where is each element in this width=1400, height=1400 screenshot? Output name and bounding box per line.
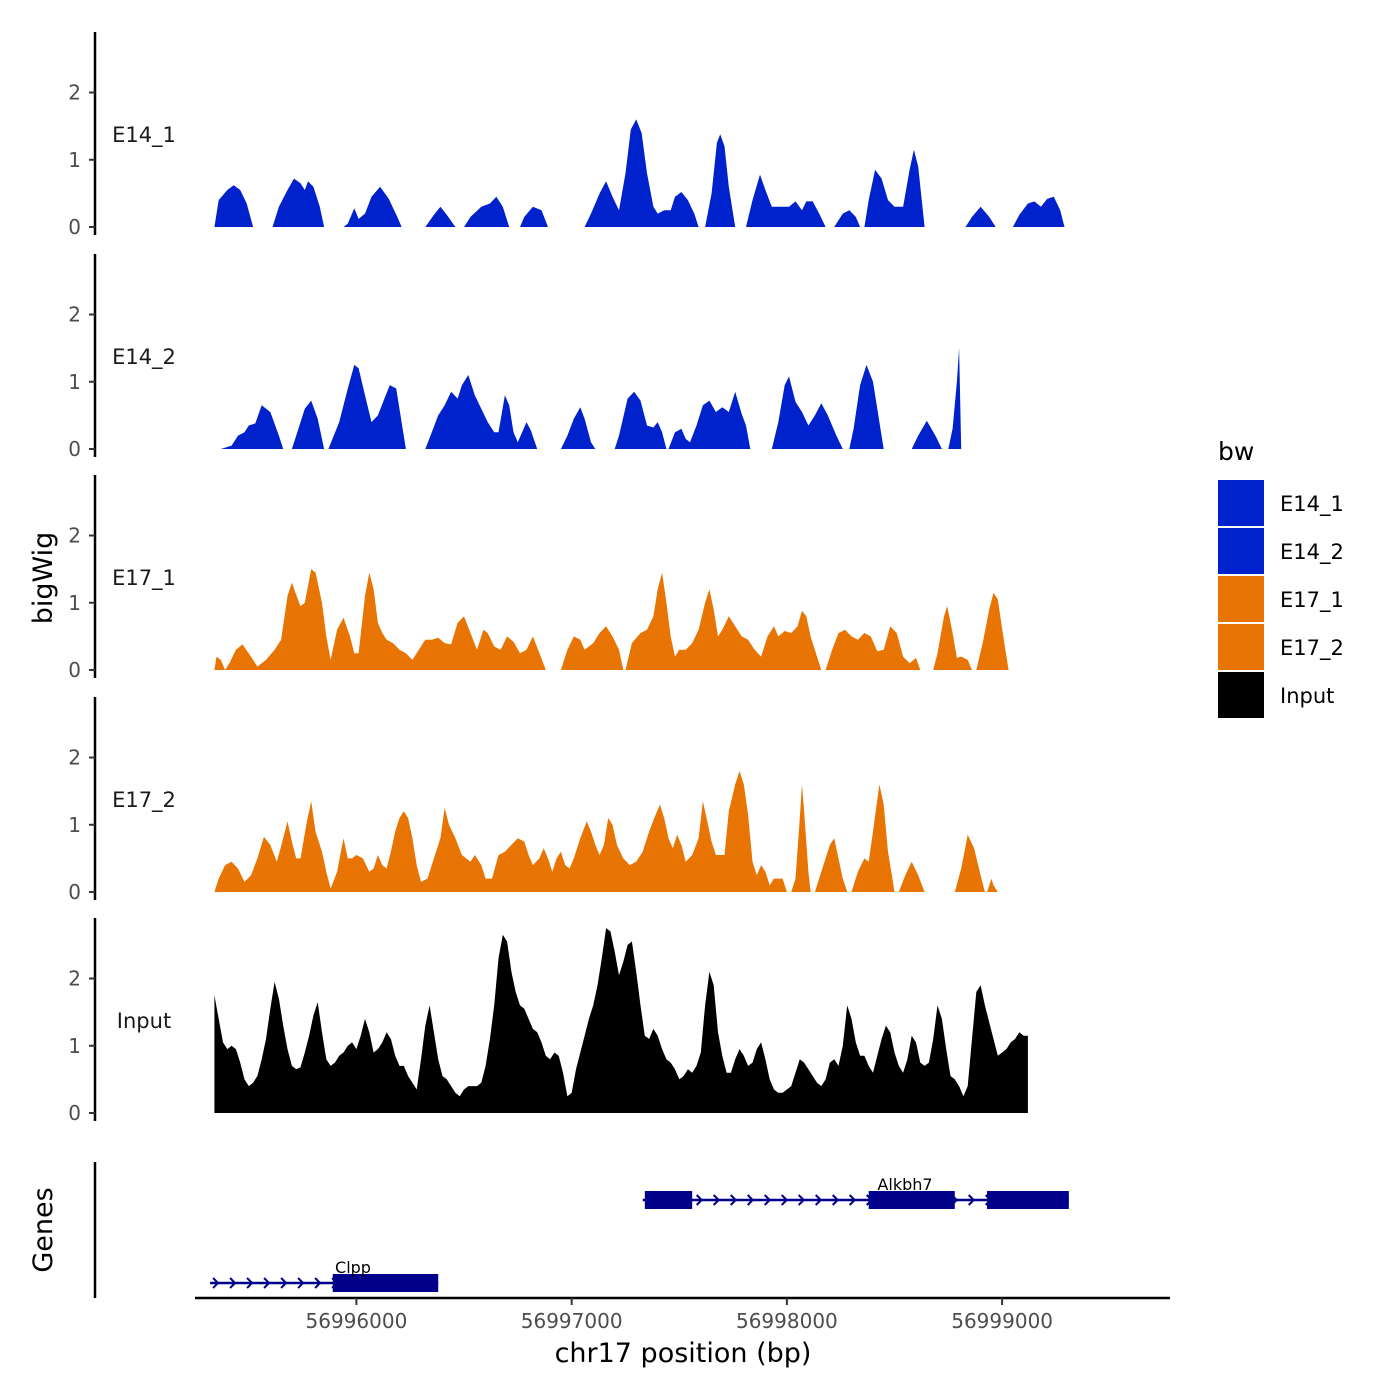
gene-label: Alkbh7	[877, 1175, 932, 1194]
strand-arrow-icon	[967, 1194, 976, 1206]
gene-track: Clpp Alkbh7	[93, 1162, 1069, 1298]
gene-exon	[868, 1191, 927, 1209]
gene-exon	[987, 1191, 1069, 1209]
y-tick-label: 2	[68, 303, 81, 327]
gene-exon	[644, 1191, 693, 1209]
y-tick-label: 1	[68, 591, 81, 615]
y-tick-label: 0	[68, 215, 81, 239]
y-tick-label: 1	[68, 370, 81, 394]
track-Input: 0 1 2 Input	[68, 918, 1028, 1125]
x-tick-label: 56997000	[521, 1309, 623, 1333]
y-tick-label: 2	[68, 524, 81, 548]
track-label: E17_1	[112, 566, 176, 591]
coverage-area-E17_1	[214, 569, 1009, 670]
y-tick-label: 0	[68, 437, 81, 461]
gene-exon	[332, 1274, 439, 1292]
x-tick-label: 56996000	[306, 1309, 408, 1333]
strand-arrow-icon	[763, 1194, 772, 1206]
strand-arrow-icon	[297, 1277, 305, 1289]
legend-label: E17_1	[1280, 588, 1344, 613]
y-tick-label: 0	[68, 658, 81, 682]
strand-arrow-icon	[695, 1194, 704, 1206]
legend-label: Input	[1280, 684, 1334, 708]
y-tick-label: 2	[68, 746, 81, 770]
strand-arrow-icon	[831, 1194, 840, 1206]
legend-title: bw	[1218, 437, 1254, 466]
y-tick-label: 2	[68, 81, 81, 105]
strand-arrow-icon	[780, 1194, 789, 1206]
y-tick-label: 1	[68, 813, 81, 837]
track-label: E14_2	[112, 345, 176, 370]
track-label: E14_1	[112, 123, 176, 148]
x-tick-label: 56998000	[736, 1309, 838, 1333]
y-tick-label: 1	[68, 148, 81, 172]
legend-label: E14_1	[1280, 492, 1344, 517]
legend-label: E17_2	[1280, 636, 1344, 661]
legend-swatch	[1218, 480, 1264, 526]
x-axis: 56996000 56997000 56998000 56999000	[195, 1296, 1170, 1333]
coverage-area-E14_2	[220, 348, 962, 449]
legend-swatch	[1218, 528, 1264, 574]
strand-arrow-icon	[746, 1194, 755, 1206]
y-tick-label: 1	[68, 1034, 81, 1058]
strand-arrow-icon	[280, 1277, 288, 1289]
strand-arrow-icon	[797, 1194, 806, 1206]
strand-arrow-icon	[212, 1277, 220, 1289]
y-tick-label: 0	[68, 1101, 81, 1125]
legend-label: E14_2	[1280, 540, 1344, 565]
coverage-area-Input	[214, 928, 1028, 1113]
strand-arrow-icon	[263, 1277, 271, 1289]
legend: bw E14_1 E14_2 E17_1 E17_2 Input	[1218, 437, 1344, 718]
track-label: E17_2	[112, 788, 176, 813]
x-axis-title: chr17 position (bp)	[555, 1338, 812, 1369]
legend-swatch	[1218, 672, 1264, 718]
track-E17_1: 0 1 2 E17_1	[68, 475, 1009, 682]
coverage-area-E14_1	[214, 119, 1065, 227]
track-label: Input	[117, 1009, 171, 1033]
track-E17_2: 0 1 2 E17_2	[68, 697, 998, 904]
strand-arrow-icon	[712, 1194, 721, 1206]
gene-exon	[924, 1191, 955, 1209]
strand-arrow-icon	[229, 1277, 237, 1289]
coverage-tracks: 0 1 2 E14_1 0 1 2 E14_2 0 1 2 E17_1 0 1 2 E17_2 0 1 2 Input	[68, 32, 1065, 1125]
gene-Alkbh7: Alkbh7	[642, 1175, 1069, 1209]
strand-arrow-icon	[848, 1194, 857, 1206]
legend-swatch	[1218, 624, 1264, 670]
genes-axis-title: Genes	[28, 1187, 59, 1272]
strand-arrow-icon	[314, 1277, 322, 1289]
track-E14_2: 0 1 2 E14_2	[68, 254, 962, 461]
legend-swatch	[1218, 576, 1264, 622]
gene-Clpp: Clpp	[210, 1258, 439, 1292]
x-tick-label: 56999000	[951, 1309, 1053, 1333]
strand-arrow-icon	[729, 1194, 738, 1206]
y-axis-title: bigWig	[28, 532, 59, 625]
gene-label: Clpp	[335, 1258, 371, 1277]
y-tick-label: 0	[68, 880, 81, 904]
strand-arrow-icon	[814, 1194, 823, 1206]
strand-arrow-icon	[246, 1277, 254, 1289]
coverage-area-E17_2	[214, 771, 998, 892]
track-E14_1: 0 1 2 E14_1	[68, 32, 1065, 239]
y-tick-label: 2	[68, 967, 81, 991]
